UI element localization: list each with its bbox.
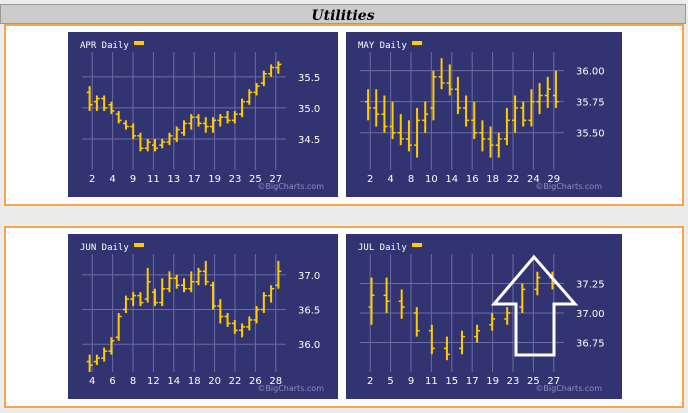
x-tick-label: 24 [527,174,540,185]
jun-daily-chart: JUN Daily 4 6 8 12 14 18 20 22 26 28 36.0 36.5 37.0 ©B… [68,234,338,399]
watermark: ©BigCharts.com [257,182,324,191]
x-tick-label: 13 [167,174,180,185]
legend-swatch [412,41,423,45]
x-tick-label: 2 [367,376,373,387]
x-tick-label: 23 [507,376,520,387]
watermark: ©BigCharts.com [257,384,324,393]
x-tick-label: 4 [387,174,393,185]
x-tick-label: 19 [486,376,499,387]
y-tick-label: 37.0 [298,271,320,282]
y-tick-label: 36.0 [298,340,320,351]
x-tick-label: 14 [167,376,180,387]
x-tick-label: 28 [269,376,282,387]
chart-background [346,234,622,399]
legend-swatch [412,243,423,247]
chart-background [346,32,622,197]
y-tick-label: 34.5 [298,135,320,146]
up-arrow-icon [490,254,579,357]
x-tick-label: 16 [466,174,479,185]
chart-label: APR Daily [80,41,129,51]
apr-daily-chart: APR Daily 2 4 9 11 13 17 19 23 25 27 34.5 35.0 35.5 ©B… [68,32,338,197]
x-tick-label: 25 [527,376,540,387]
x-tick-label: 25 [249,174,262,185]
x-tick-label: 9 [408,376,414,387]
y-tick-label: 37.00 [576,309,605,320]
section-title: Utilities [311,8,375,24]
x-tick-label: 4 [109,174,115,185]
x-tick-label: 17 [466,376,479,387]
x-tick-label: 29 [547,174,560,185]
y-tick-label: 35.75 [576,98,605,109]
y-tick-label: 35.5 [298,73,320,84]
chart-label: JUL Daily [358,243,407,253]
x-tick-label: 2 [367,174,373,185]
legend-swatch [134,41,145,45]
x-tick-label: 22 [229,376,242,387]
x-tick-label: 19 [208,174,221,185]
x-tick-label: 15 [445,376,458,387]
y-tick-label: 36.00 [576,67,605,78]
x-tick-label: 27 [547,376,560,387]
x-tick-label: 11 [425,376,438,387]
x-tick-label: 11 [147,174,160,185]
x-tick-label: 5 [387,376,393,387]
x-tick-label: 22 [507,174,520,185]
x-tick-label: 8 [130,376,136,387]
chart-label: JUN Daily [80,243,129,253]
x-tick-label: 27 [269,174,282,185]
y-tick-label: 36.75 [576,339,605,350]
x-tick-label: 14 [445,174,458,185]
x-tick-label: 9 [130,174,136,185]
x-tick-label: 20 [208,376,221,387]
watermark: ©BigCharts.com [535,384,602,393]
x-tick-label: 18 [486,174,499,185]
y-tick-label: 35.50 [576,129,605,140]
x-tick-label: 17 [188,174,201,185]
x-tick-label: 10 [425,174,438,185]
x-tick-label: 26 [249,376,262,387]
x-tick-label: 6 [109,376,115,387]
y-tick-label: 35.0 [298,104,320,115]
y-tick-label: 37.25 [576,280,605,291]
section-title-bar: Utilities [0,4,686,24]
x-tick-label: 8 [408,174,414,185]
x-tick-label: 12 [147,376,160,387]
x-tick-label: 2 [89,174,95,185]
x-tick-label: 4 [89,376,95,387]
legend-swatch [134,243,145,247]
y-tick-label: 36.5 [298,306,320,317]
chart-label: MAY Daily [358,41,407,51]
x-tick-label: 23 [229,174,242,185]
x-tick-label: 18 [188,376,201,387]
watermark: ©BigCharts.com [535,182,602,191]
